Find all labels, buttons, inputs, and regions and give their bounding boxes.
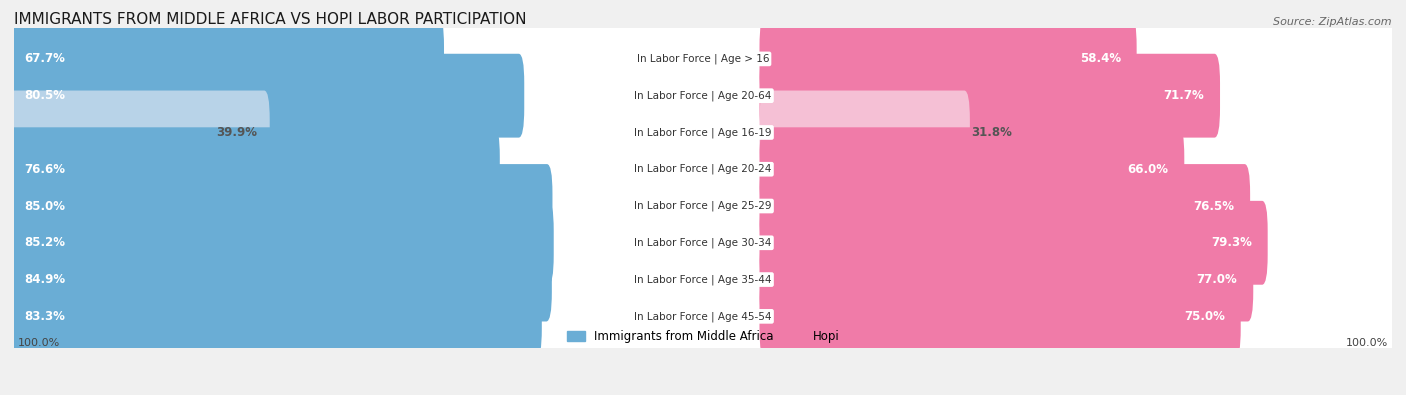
Text: 79.3%: 79.3% bbox=[1211, 236, 1251, 249]
Text: 80.5%: 80.5% bbox=[24, 89, 66, 102]
FancyBboxPatch shape bbox=[8, 275, 541, 358]
Text: 85.2%: 85.2% bbox=[24, 236, 66, 249]
FancyBboxPatch shape bbox=[8, 201, 554, 285]
FancyBboxPatch shape bbox=[8, 164, 553, 248]
Text: In Labor Force | Age 20-64: In Labor Force | Age 20-64 bbox=[634, 90, 772, 101]
FancyBboxPatch shape bbox=[759, 90, 970, 174]
Text: 31.8%: 31.8% bbox=[972, 126, 1012, 139]
FancyBboxPatch shape bbox=[8, 162, 1398, 250]
Text: 76.6%: 76.6% bbox=[24, 163, 66, 176]
FancyBboxPatch shape bbox=[759, 127, 1184, 211]
FancyBboxPatch shape bbox=[8, 238, 551, 322]
Legend: Immigrants from Middle Africa, Hopi: Immigrants from Middle Africa, Hopi bbox=[562, 325, 844, 348]
Text: 67.7%: 67.7% bbox=[24, 53, 65, 66]
FancyBboxPatch shape bbox=[759, 54, 1220, 137]
Text: 77.0%: 77.0% bbox=[1197, 273, 1237, 286]
Text: 39.9%: 39.9% bbox=[217, 126, 257, 139]
Text: In Labor Force | Age 16-19: In Labor Force | Age 16-19 bbox=[634, 127, 772, 138]
Text: 85.0%: 85.0% bbox=[24, 199, 66, 213]
FancyBboxPatch shape bbox=[8, 52, 1398, 140]
FancyBboxPatch shape bbox=[8, 235, 1398, 324]
FancyBboxPatch shape bbox=[759, 164, 1250, 248]
Text: 84.9%: 84.9% bbox=[24, 273, 66, 286]
FancyBboxPatch shape bbox=[8, 125, 1398, 213]
Text: 75.0%: 75.0% bbox=[1184, 310, 1225, 323]
Text: In Labor Force | Age 35-44: In Labor Force | Age 35-44 bbox=[634, 274, 772, 285]
Text: 66.0%: 66.0% bbox=[1128, 163, 1168, 176]
FancyBboxPatch shape bbox=[759, 17, 1136, 101]
Text: 76.5%: 76.5% bbox=[1194, 199, 1234, 213]
FancyBboxPatch shape bbox=[8, 127, 499, 211]
Text: 100.0%: 100.0% bbox=[1347, 338, 1389, 348]
FancyBboxPatch shape bbox=[8, 88, 1398, 177]
FancyBboxPatch shape bbox=[759, 238, 1253, 322]
Text: In Labor Force | Age > 16: In Labor Force | Age > 16 bbox=[637, 54, 769, 64]
FancyBboxPatch shape bbox=[8, 17, 444, 101]
Text: 100.0%: 100.0% bbox=[17, 338, 59, 348]
FancyBboxPatch shape bbox=[759, 201, 1268, 285]
FancyBboxPatch shape bbox=[8, 90, 270, 174]
Text: In Labor Force | Age 20-24: In Labor Force | Age 20-24 bbox=[634, 164, 772, 175]
Text: In Labor Force | Age 45-54: In Labor Force | Age 45-54 bbox=[634, 311, 772, 322]
Text: In Labor Force | Age 25-29: In Labor Force | Age 25-29 bbox=[634, 201, 772, 211]
Text: In Labor Force | Age 30-34: In Labor Force | Age 30-34 bbox=[634, 237, 772, 248]
Text: IMMIGRANTS FROM MIDDLE AFRICA VS HOPI LABOR PARTICIPATION: IMMIGRANTS FROM MIDDLE AFRICA VS HOPI LA… bbox=[14, 11, 527, 26]
Text: 58.4%: 58.4% bbox=[1080, 53, 1121, 66]
FancyBboxPatch shape bbox=[8, 54, 524, 137]
Text: Source: ZipAtlas.com: Source: ZipAtlas.com bbox=[1274, 17, 1392, 26]
FancyBboxPatch shape bbox=[759, 275, 1240, 358]
Text: 83.3%: 83.3% bbox=[24, 310, 65, 323]
FancyBboxPatch shape bbox=[8, 272, 1398, 361]
FancyBboxPatch shape bbox=[8, 199, 1398, 287]
FancyBboxPatch shape bbox=[8, 15, 1398, 103]
Text: 71.7%: 71.7% bbox=[1163, 89, 1204, 102]
